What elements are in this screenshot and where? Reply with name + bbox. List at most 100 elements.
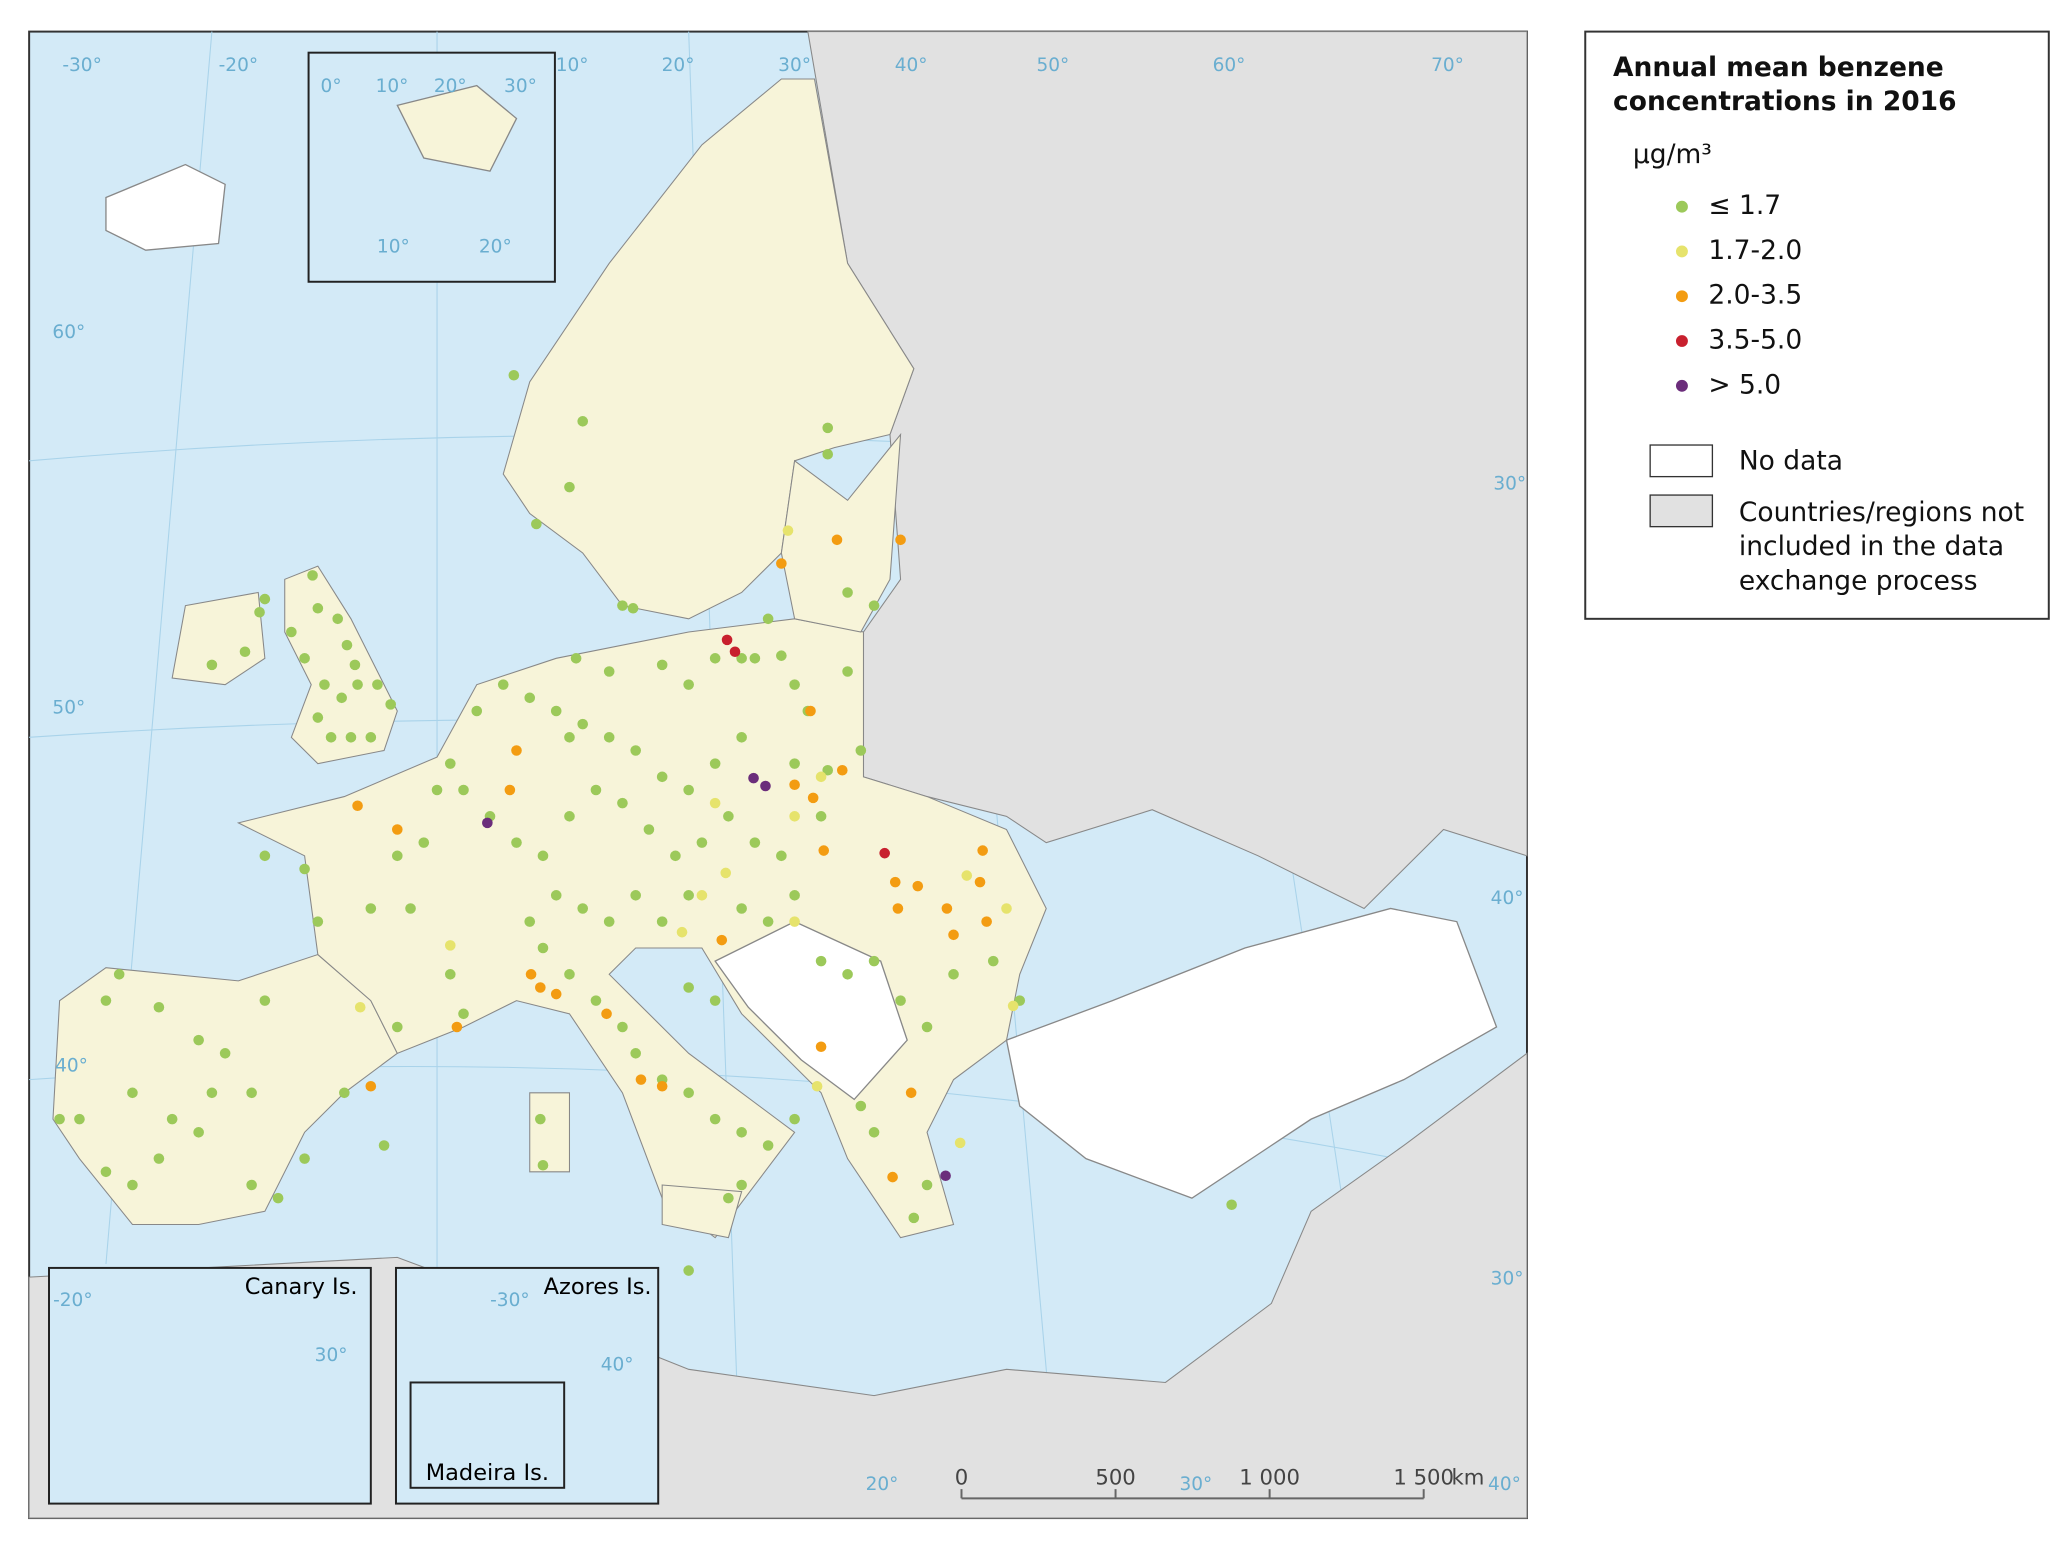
station-dot bbox=[683, 890, 694, 901]
station-dot bbox=[444, 969, 456, 980]
station-dot bbox=[822, 422, 834, 434]
station-dot bbox=[729, 646, 741, 658]
station-dot bbox=[508, 369, 520, 381]
station-dot bbox=[948, 929, 959, 941]
station-dot bbox=[482, 817, 493, 829]
station-dot bbox=[630, 890, 641, 901]
station-dot bbox=[259, 593, 271, 605]
graticule-label: -30° bbox=[490, 1290, 530, 1311]
turkey-no-data bbox=[1005, 907, 1498, 1199]
station-dot bbox=[193, 1034, 204, 1046]
station-dot bbox=[299, 653, 310, 664]
non-included-east bbox=[807, 31, 1528, 910]
station-dot bbox=[458, 784, 469, 796]
station-dot bbox=[1007, 1000, 1019, 1012]
station-dot bbox=[736, 1179, 747, 1191]
station-dot bbox=[570, 653, 582, 664]
balkans-no-data bbox=[714, 920, 908, 1101]
station-dot bbox=[683, 1087, 694, 1099]
station-dot bbox=[166, 1113, 178, 1125]
legend-label: ≤ 1.7 bbox=[1708, 190, 1781, 221]
station-dot bbox=[749, 837, 761, 848]
station-dot bbox=[736, 732, 747, 743]
legend-label: 1.7-2.0 bbox=[1708, 235, 1802, 266]
station-dot bbox=[721, 634, 733, 646]
station-dot bbox=[789, 890, 800, 901]
legend-swatch bbox=[1675, 290, 1688, 303]
station-dot bbox=[577, 718, 589, 730]
station-dot bbox=[206, 1087, 218, 1099]
station-dot bbox=[789, 779, 800, 790]
station-dot bbox=[550, 890, 562, 901]
station-dot bbox=[981, 916, 992, 927]
legend-swatch bbox=[1675, 379, 1688, 392]
station-dot bbox=[524, 916, 536, 927]
station-dot bbox=[259, 850, 271, 862]
station-dot bbox=[723, 1192, 734, 1204]
station-dot bbox=[246, 1087, 257, 1099]
station-dot bbox=[709, 797, 721, 809]
station-dot bbox=[511, 745, 522, 756]
station-dot bbox=[811, 1080, 823, 1092]
station-dot bbox=[696, 837, 708, 848]
station-dot bbox=[392, 824, 403, 835]
station-dot bbox=[54, 1113, 65, 1125]
scale-label: 500 bbox=[1095, 1465, 1135, 1490]
graticule-label: 20° bbox=[479, 237, 512, 258]
station-dot bbox=[696, 890, 708, 901]
station-dot bbox=[577, 903, 589, 914]
no-data-swatch bbox=[1649, 444, 1714, 478]
station-dot bbox=[822, 764, 834, 776]
station-dot bbox=[365, 903, 377, 914]
graticule-label: 30° bbox=[504, 76, 537, 97]
graticule-label: -30° bbox=[62, 55, 102, 76]
station-dot bbox=[444, 940, 456, 951]
station-dot bbox=[683, 1265, 694, 1276]
station-dot bbox=[219, 1048, 231, 1059]
station-dot bbox=[537, 942, 549, 954]
graticule-label: 20° bbox=[662, 55, 695, 76]
legend-swatch bbox=[1675, 335, 1688, 347]
graticule-label: 10° bbox=[376, 76, 409, 97]
station-dot bbox=[855, 1100, 867, 1112]
station-dot bbox=[504, 784, 516, 796]
station-dot bbox=[590, 995, 602, 1006]
station-dot bbox=[577, 416, 589, 427]
station-dot bbox=[831, 534, 843, 546]
graticule-label: 30° bbox=[315, 1345, 348, 1366]
station-dot bbox=[656, 659, 668, 671]
station-dot bbox=[431, 784, 443, 796]
station-dot bbox=[940, 1170, 951, 1182]
station-dot bbox=[206, 659, 218, 671]
station-dot bbox=[100, 1166, 112, 1178]
station-dot bbox=[815, 771, 827, 783]
station-dot bbox=[683, 982, 694, 993]
station-dot bbox=[564, 732, 575, 743]
graticule-label: 0° bbox=[321, 76, 342, 97]
station-dot bbox=[451, 1021, 463, 1033]
station-dot bbox=[822, 448, 834, 460]
station-dot bbox=[352, 800, 363, 812]
inset-label: Azores Is. bbox=[544, 1274, 652, 1300]
svalbard-inset bbox=[307, 51, 556, 283]
station-dot bbox=[977, 845, 988, 856]
station-dot bbox=[601, 1008, 612, 1020]
station-dot bbox=[762, 1140, 774, 1151]
station-dot bbox=[842, 969, 853, 980]
station-dot bbox=[100, 995, 112, 1006]
station-dot bbox=[630, 1048, 641, 1059]
scale-label: 1 500 bbox=[1393, 1465, 1454, 1490]
station-dot bbox=[836, 764, 848, 776]
station-dot bbox=[312, 603, 324, 614]
station-dot bbox=[736, 1127, 747, 1138]
station-dot bbox=[815, 955, 827, 967]
scale-label: 0 bbox=[955, 1465, 968, 1490]
station-dot bbox=[153, 1153, 165, 1164]
legend-label: 2.0-3.5 bbox=[1708, 280, 1802, 311]
madeira-inset bbox=[409, 1381, 566, 1489]
graticule-label: -20° bbox=[53, 1290, 93, 1311]
station-dot bbox=[683, 679, 694, 690]
station-dot bbox=[392, 1021, 403, 1033]
graticule-label: 40° bbox=[601, 1354, 634, 1375]
station-dot bbox=[239, 646, 251, 658]
